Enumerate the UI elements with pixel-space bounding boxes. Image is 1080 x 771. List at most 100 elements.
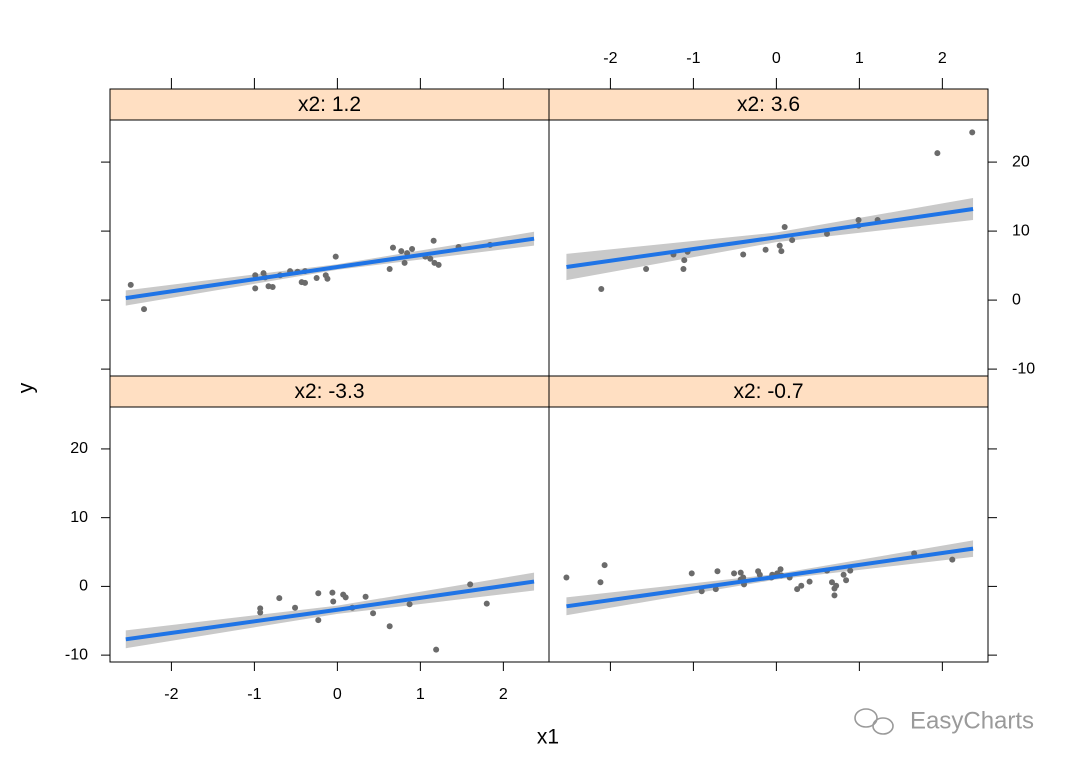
data-point bbox=[698, 588, 705, 595]
data-point bbox=[401, 259, 408, 266]
data-point bbox=[778, 248, 785, 255]
data-point bbox=[843, 577, 850, 584]
x-tick-label: -2 bbox=[164, 686, 178, 703]
data-point bbox=[127, 281, 134, 288]
data-point bbox=[681, 257, 688, 264]
data-point bbox=[409, 246, 416, 253]
data-point bbox=[833, 582, 840, 589]
data-point bbox=[398, 248, 405, 255]
data-point bbox=[598, 286, 605, 293]
data-point bbox=[563, 574, 570, 581]
y-axis-label: y bbox=[15, 382, 38, 393]
data-point bbox=[276, 595, 283, 602]
data-point bbox=[831, 592, 838, 599]
strip bbox=[109, 375, 550, 408]
data-point bbox=[806, 578, 813, 585]
fit-line bbox=[566, 546, 974, 609]
data-point bbox=[483, 600, 490, 607]
data-point bbox=[433, 646, 440, 653]
panel-frame bbox=[548, 119, 989, 377]
data-point bbox=[330, 598, 337, 605]
x-tick-label: -2 bbox=[603, 50, 617, 67]
data-point bbox=[756, 571, 763, 578]
data-point bbox=[342, 594, 349, 601]
data-point bbox=[740, 251, 747, 258]
watermark-icon bbox=[854, 708, 894, 735]
strip-label: x2: -0.7 bbox=[733, 380, 803, 403]
x-tick-label: -1 bbox=[686, 50, 700, 67]
strip-label: x2: 1.2 bbox=[298, 93, 361, 116]
data-point bbox=[714, 568, 721, 575]
data-point bbox=[731, 570, 738, 577]
strip-label: x2: -3.3 bbox=[294, 380, 364, 403]
data-point bbox=[601, 562, 608, 569]
x-tick-label: -1 bbox=[247, 686, 261, 703]
data-point bbox=[389, 244, 396, 251]
y-tick-label: 20 bbox=[70, 440, 88, 457]
strip-label: x2: 3.6 bbox=[737, 93, 800, 116]
y-tick-label: -10 bbox=[65, 646, 88, 663]
panel-frame bbox=[548, 406, 989, 663]
data-point bbox=[292, 604, 299, 611]
data-point bbox=[252, 285, 259, 292]
data-point bbox=[776, 242, 783, 249]
data-point bbox=[798, 582, 805, 589]
data-point bbox=[370, 610, 377, 617]
data-point bbox=[688, 570, 695, 577]
data-point bbox=[324, 275, 331, 282]
data-point bbox=[269, 283, 276, 290]
data-point bbox=[362, 593, 369, 600]
x-tick-label: 1 bbox=[416, 686, 425, 703]
data-point bbox=[332, 253, 339, 260]
data-point bbox=[386, 266, 393, 273]
data-point bbox=[257, 605, 264, 612]
data-point bbox=[840, 571, 847, 578]
data-point bbox=[315, 590, 322, 597]
data-point bbox=[257, 609, 264, 616]
data-point bbox=[680, 266, 687, 273]
data-point bbox=[794, 586, 801, 593]
data-point bbox=[789, 237, 796, 244]
y-tick-label: -10 bbox=[1012, 360, 1035, 377]
x-tick-label: 0 bbox=[333, 686, 342, 703]
strip bbox=[548, 88, 989, 121]
data-point bbox=[762, 246, 769, 253]
data-point bbox=[302, 279, 309, 286]
data-point bbox=[435, 261, 442, 268]
data-point bbox=[313, 275, 320, 282]
fit-line bbox=[125, 236, 535, 301]
y-tick-label: 0 bbox=[1012, 291, 1021, 308]
fit-line bbox=[125, 579, 535, 642]
fit-line bbox=[566, 207, 974, 269]
data-point bbox=[712, 586, 719, 593]
data-point bbox=[781, 223, 788, 230]
data-point bbox=[329, 589, 336, 596]
data-point bbox=[949, 556, 956, 563]
data-point bbox=[855, 217, 862, 224]
data-point bbox=[430, 237, 437, 244]
data-point bbox=[847, 567, 854, 574]
data-point bbox=[824, 230, 831, 237]
y-tick-label: 0 bbox=[79, 578, 88, 595]
data-point bbox=[252, 272, 259, 279]
x-tick-label: 0 bbox=[772, 50, 781, 67]
data-point bbox=[934, 150, 941, 157]
data-point bbox=[315, 617, 322, 624]
data-point bbox=[737, 569, 744, 576]
x-tick-label: 1 bbox=[855, 50, 864, 67]
data-point bbox=[643, 266, 650, 273]
watermark: EasyCharts bbox=[910, 707, 1034, 734]
x-tick-label: 2 bbox=[938, 50, 947, 67]
y-tick-label: 20 bbox=[1012, 153, 1030, 170]
panel-frame bbox=[109, 406, 550, 663]
data-point bbox=[404, 250, 411, 257]
data-point bbox=[427, 255, 434, 262]
data-point bbox=[467, 581, 474, 588]
y-tick-label: 10 bbox=[1012, 222, 1030, 239]
data-point bbox=[386, 623, 393, 630]
data-point bbox=[141, 306, 148, 313]
data-point bbox=[969, 129, 976, 136]
x-axis-label: x1 bbox=[537, 726, 559, 749]
data-point bbox=[777, 566, 784, 573]
